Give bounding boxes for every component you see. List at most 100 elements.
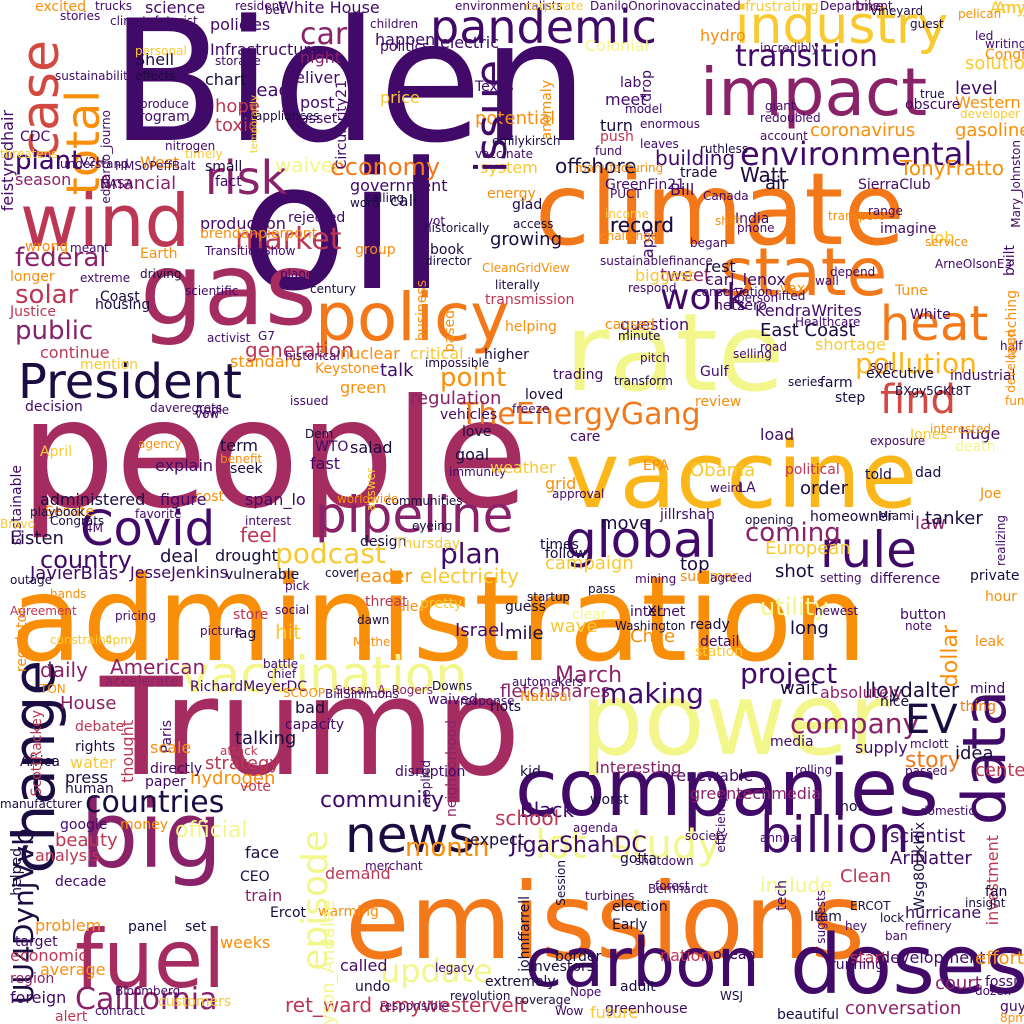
word-482: death	[955, 439, 996, 455]
word-306: Washington	[615, 619, 686, 633]
word-541: Mary_Johnston	[1009, 140, 1023, 228]
word-103: long	[790, 618, 829, 639]
word-542: Wsg80UkHlx	[912, 822, 928, 911]
word-355: fossil	[985, 974, 1021, 990]
word-376: fun	[1005, 394, 1024, 408]
word-340: response	[460, 694, 515, 708]
word-70: White House	[278, 0, 380, 17]
word-544: ArneOlsonE3	[935, 257, 1013, 271]
word-533: timely	[185, 147, 223, 161]
word-315: private	[970, 568, 1020, 584]
word-312: agreed	[710, 571, 753, 585]
word-395: SCOOP	[283, 686, 326, 700]
word-382: weird	[710, 481, 743, 495]
word-356: adult	[620, 979, 656, 995]
word-245: revolution	[450, 989, 511, 1003]
word-183: WTO	[315, 439, 349, 455]
word-185: leader	[355, 566, 413, 587]
word-150: biggest	[635, 266, 695, 285]
word-486: daveregrets	[150, 401, 223, 415]
word-161: Colonial	[585, 36, 650, 55]
word-323: note	[905, 619, 933, 633]
word-16: impact	[700, 54, 928, 131]
word-143: waiver	[275, 153, 342, 177]
word-455: scientific	[185, 284, 239, 298]
word-164: chart	[205, 70, 247, 89]
word-153: coronavirus	[810, 120, 916, 141]
word-556: ban	[885, 929, 908, 943]
word-117: court	[935, 973, 982, 994]
word-162: head	[245, 80, 290, 101]
word-365: Canada	[703, 189, 749, 203]
word-262: CDC	[20, 129, 51, 145]
word-146: growing	[490, 229, 562, 250]
word-381: LA	[738, 480, 756, 496]
word-59: public	[15, 316, 94, 346]
word-129: nice	[880, 694, 910, 710]
word-166: post	[300, 93, 335, 112]
word-364: India	[735, 211, 770, 227]
word-491: Dem	[305, 427, 334, 441]
word-540: nitrogen	[165, 139, 216, 153]
word-343: applied	[419, 760, 433, 805]
word-248: bike	[855, 0, 884, 15]
word-234: election	[612, 899, 668, 915]
word-321: leak	[975, 634, 1005, 650]
word-358: Wow	[555, 1004, 584, 1018]
word-409: hands	[50, 587, 87, 601]
word-8: vaccine	[565, 422, 918, 529]
word-92: record	[610, 213, 674, 237]
word-450: Earth	[140, 246, 178, 262]
word-108: supply	[855, 738, 908, 757]
word-1: Biden	[110, 0, 589, 180]
word-281: small	[205, 159, 243, 175]
word-396: Susan_A_Rogers	[335, 683, 433, 697]
word-121: law	[915, 513, 946, 534]
word-495: leaves	[640, 137, 679, 151]
word-87: administered	[40, 490, 146, 509]
word-136: critical	[410, 344, 464, 363]
word-457: pivot	[415, 214, 446, 228]
word-335: directly	[150, 761, 203, 777]
word-9: rate	[565, 291, 785, 416]
word-322: button	[900, 607, 947, 623]
word-222: capacity	[285, 717, 345, 733]
word-341: Natural	[520, 689, 572, 705]
word-44: update	[380, 952, 493, 990]
word-127: absolutely	[820, 683, 903, 702]
word-386: guess	[505, 599, 546, 615]
word-490: benefit	[220, 452, 263, 466]
word-473: sort	[870, 359, 894, 373]
word-408: Agreement	[10, 604, 77, 618]
word-531: personal	[135, 44, 187, 58]
word-267: lab	[620, 75, 642, 91]
word-418: road	[760, 340, 787, 354]
word-120: Joe	[980, 486, 1002, 502]
word-471: pitch	[640, 351, 670, 365]
word-561: WSJ	[720, 989, 744, 1003]
word-392: sale	[390, 599, 419, 615]
word-295: sustainable	[9, 465, 25, 546]
word-15: state	[720, 234, 888, 311]
word-339: helped	[9, 848, 25, 896]
word-505: vax	[780, 281, 806, 297]
word-247: Amy	[990, 0, 1024, 17]
word-177: figure	[160, 490, 207, 509]
word-160: electric	[440, 33, 500, 52]
word-194: press	[65, 768, 108, 787]
word-352: forest	[655, 879, 690, 893]
word-110: scientist	[890, 826, 966, 847]
word-327: hot	[840, 799, 863, 815]
word-508: record	[610, 213, 674, 237]
word-4: administration	[10, 550, 868, 688]
word-336: paper	[145, 774, 186, 790]
word-453: meant	[70, 241, 109, 255]
word-268: meet	[605, 90, 647, 109]
word-463: historically	[424, 221, 490, 235]
word-201: decade	[55, 874, 107, 890]
word-438: worldwide	[337, 492, 399, 506]
word-261: feature	[135, 127, 179, 141]
word-398: Downs	[432, 679, 473, 693]
word-503: transport	[828, 209, 884, 223]
word-492: answer	[364, 468, 378, 512]
